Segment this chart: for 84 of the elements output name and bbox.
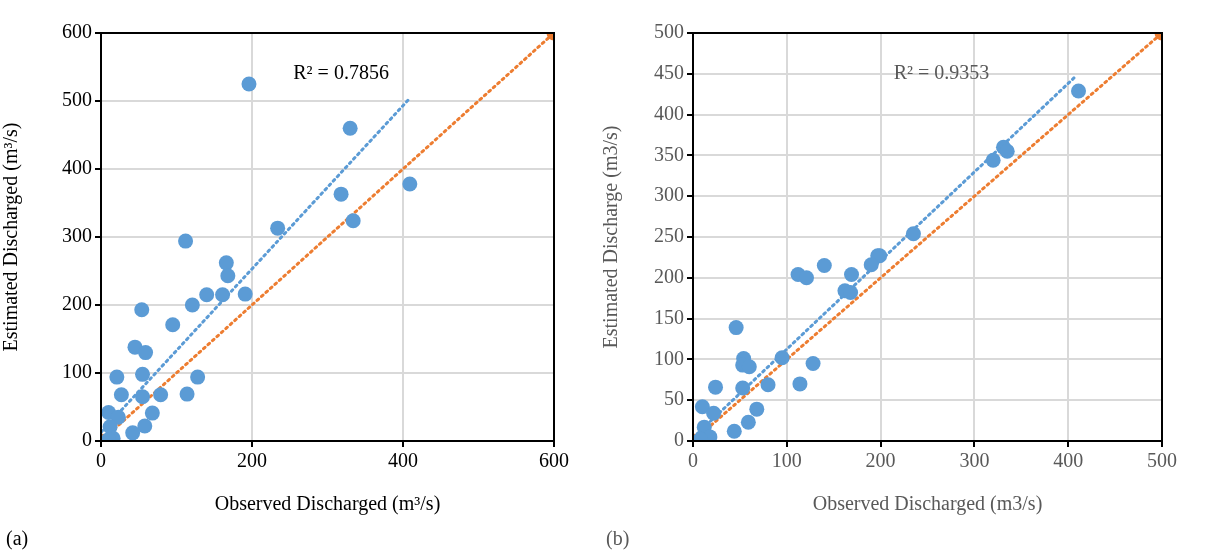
y-tick-label: 400 — [62, 156, 92, 179]
x-tick-label: 0 — [688, 449, 698, 472]
point — [999, 143, 1015, 159]
point — [135, 389, 151, 405]
point — [863, 257, 879, 273]
point — [805, 355, 821, 371]
x-axis-title: Observed Discharged (m3/s) — [812, 492, 1043, 516]
point — [179, 386, 195, 402]
point — [134, 302, 150, 318]
y-tick-label: 100 — [62, 360, 92, 383]
point — [844, 267, 860, 283]
point — [270, 220, 286, 236]
point — [237, 286, 253, 302]
point — [109, 369, 125, 385]
y-tick-label: 350 — [654, 142, 684, 165]
point — [137, 418, 153, 434]
point — [774, 350, 790, 366]
y-tick-label: 300 — [654, 183, 684, 206]
y-tick-label: 100 — [654, 346, 684, 369]
point — [113, 387, 129, 403]
point — [220, 268, 236, 284]
x-tick-label: 0 — [96, 449, 106, 472]
x-tick-label: 400 — [388, 449, 418, 472]
point — [760, 377, 776, 393]
y-tick-label: 250 — [654, 224, 684, 247]
point — [125, 425, 141, 441]
y-tick-label: 0 — [82, 428, 92, 451]
text: (b) — [606, 527, 630, 551]
point — [178, 233, 194, 249]
point — [694, 399, 710, 415]
point — [726, 423, 742, 439]
point — [905, 226, 921, 242]
annotation: R² = 0.9353 — [893, 61, 990, 84]
point — [708, 379, 724, 395]
point — [144, 405, 160, 421]
x-tick-label: 200 — [237, 449, 267, 472]
y-tick-label: 200 — [62, 292, 92, 315]
point — [165, 317, 181, 333]
point — [816, 258, 832, 274]
x-tick-label: 500 — [1147, 449, 1177, 472]
y-tick-label: 150 — [654, 305, 684, 328]
point — [138, 345, 154, 361]
x-tick-label: 400 — [1053, 449, 1084, 472]
x-axis-title: Observed Discharged (m³/s) — [214, 492, 441, 516]
y-tick-label: 500 — [62, 88, 92, 111]
y-axis-title: Estimated Discharge (m3/s) — [599, 125, 623, 349]
x-tick-label: 600 — [539, 449, 569, 472]
point — [843, 284, 859, 300]
point — [740, 414, 756, 430]
point — [190, 369, 206, 385]
point — [153, 387, 169, 403]
y-tick-label: 0 — [674, 428, 684, 451]
x-tick-label: 300 — [959, 449, 990, 472]
point — [985, 152, 1001, 168]
point — [706, 405, 722, 421]
point — [215, 287, 231, 303]
annotation: R² = 0.7856 — [293, 61, 389, 84]
text: (a) — [6, 527, 29, 551]
y-axis-title: Estimated Discharged (m³/s) — [0, 122, 23, 352]
point — [218, 255, 234, 271]
y-tick-label: 200 — [654, 265, 684, 288]
point — [749, 401, 765, 417]
point — [333, 186, 349, 202]
y-tick-label: 400 — [654, 101, 684, 124]
point — [135, 366, 151, 382]
point — [241, 76, 257, 92]
point — [1071, 83, 1087, 99]
point — [402, 176, 418, 192]
point — [342, 120, 358, 136]
y-tick-label: 300 — [62, 224, 92, 247]
point — [728, 320, 744, 336]
y-tick-label: 50 — [664, 387, 684, 410]
point — [792, 376, 808, 392]
x-tick-label: 100 — [771, 449, 802, 472]
x-tick-label: 200 — [865, 449, 896, 472]
y-tick-label: 450 — [654, 61, 684, 84]
point — [735, 380, 751, 396]
y-tick-label: 500 — [654, 20, 684, 43]
point — [799, 270, 814, 286]
point — [110, 409, 126, 425]
y-tick-label: 600 — [62, 20, 92, 43]
point — [184, 297, 200, 313]
point — [199, 287, 215, 303]
point — [345, 213, 361, 229]
